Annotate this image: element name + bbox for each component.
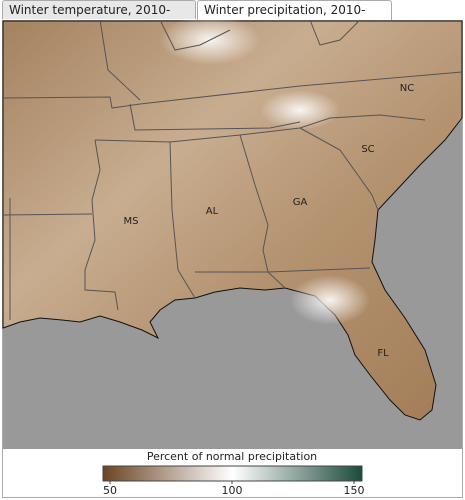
state-label: FL — [377, 348, 389, 359]
wet-area — [290, 275, 370, 325]
tick-label: 150 — [344, 484, 365, 497]
state-label: GA — [293, 197, 308, 208]
colorbar — [102, 465, 363, 482]
wet-area — [260, 90, 340, 130]
state-label: SC — [361, 144, 374, 155]
state-label: NC — [400, 83, 414, 94]
state-borders — [2, 19, 463, 320]
tick-label: 100 — [222, 484, 243, 497]
state-label: MS — [124, 216, 139, 227]
legend-title: Percent of normal precipitation — [147, 450, 317, 463]
state-label: AL — [206, 206, 219, 217]
tick-label: 50 — [103, 484, 117, 497]
